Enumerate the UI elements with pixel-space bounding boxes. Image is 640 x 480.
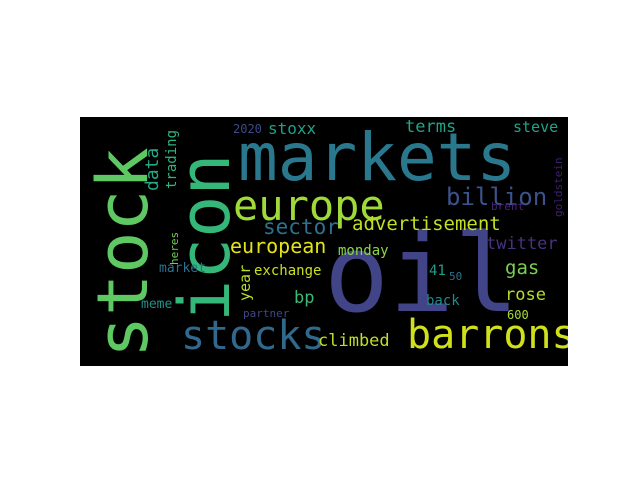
word-back: back [426,293,460,309]
word-european: european [230,234,327,258]
word-terms: terms [405,117,457,137]
word-market: market [159,261,206,276]
word-year: year [236,264,254,301]
word-cloud: oil markets stock icon europe barrons st… [80,117,568,366]
word-stocks: stocks [181,313,326,359]
word-monday: monday [338,243,389,259]
word-sector: sector [263,215,339,239]
word-europe: europe [233,181,385,230]
word-billion: billion [446,183,548,211]
word-gas: gas [505,257,540,279]
word-brent: brent [491,200,525,213]
word-50: 50 [449,270,463,283]
word-oil: oil [324,212,520,337]
word-data: data [142,147,163,191]
word-exchange: exchange [254,263,322,279]
word-rose: rose [505,285,546,305]
word-barrons: barrons [407,312,568,358]
word-partner: partner [243,307,290,320]
word-twitter: twitter [486,234,558,254]
word-41: 41 [429,263,446,279]
word-markets: markets [238,119,517,196]
word-heres: heres [168,231,181,265]
word-600: 600 [507,308,529,322]
word-trading: trading [164,129,180,189]
word-climbed: climbed [318,331,390,351]
word-steve: steve [513,118,559,136]
word-bp: bp [294,288,315,308]
word-2020: 2020 [233,122,262,136]
word-stoxx: stoxx [268,119,317,138]
word-goldstein: goldstein [552,157,565,217]
word-meme: meme [141,297,173,312]
word-advertisement: advertisement [352,213,501,235]
